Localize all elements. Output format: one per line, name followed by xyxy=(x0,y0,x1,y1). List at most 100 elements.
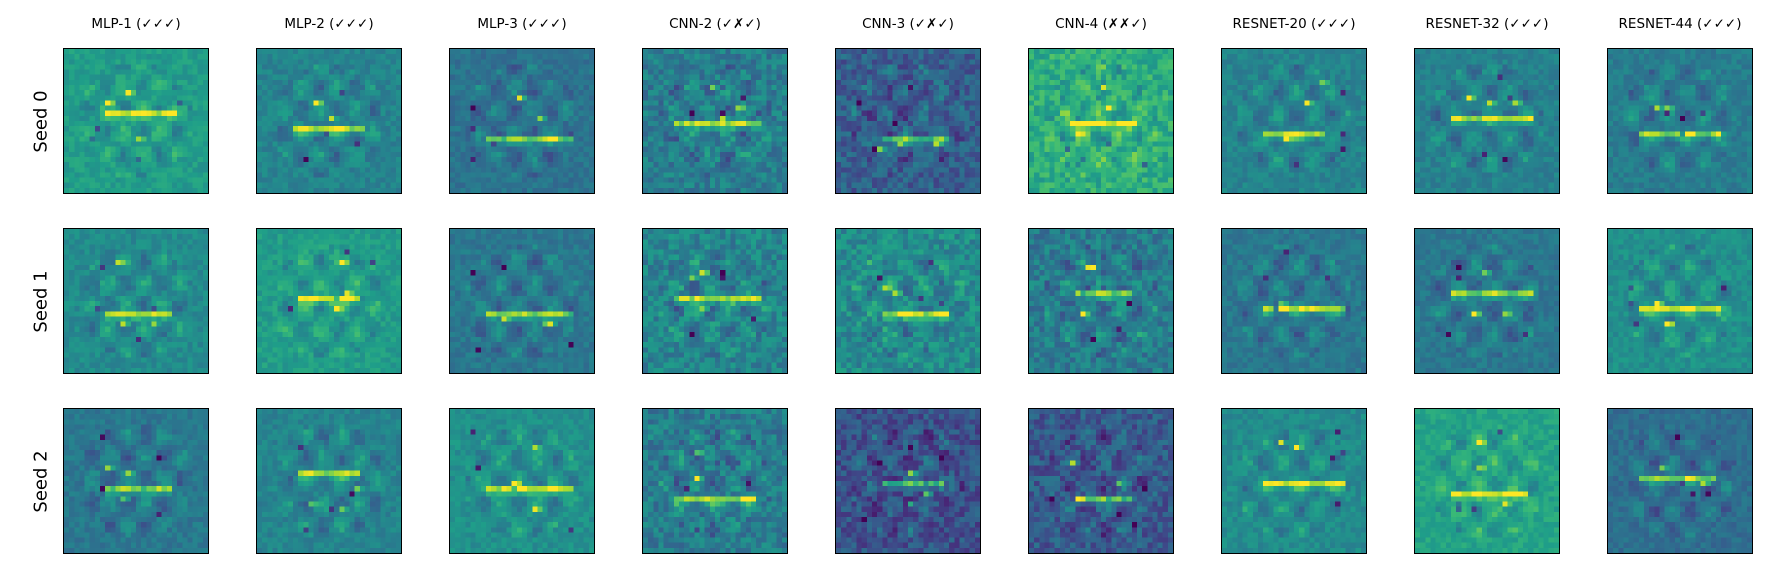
heatmap-cell xyxy=(262,157,268,163)
heatmap-cell xyxy=(771,162,777,168)
heatmap-cell xyxy=(542,131,548,137)
heatmap-cell xyxy=(928,187,934,193)
heatmap-cell xyxy=(866,121,873,127)
heatmap-cell xyxy=(318,64,324,70)
row-label-text: Seed 0 xyxy=(31,90,52,152)
heatmap-image xyxy=(257,49,401,193)
heatmap-cell xyxy=(100,141,106,147)
heatmap-cell xyxy=(537,54,543,60)
heatmap-cell xyxy=(558,126,564,132)
heatmap-cell xyxy=(527,49,533,55)
heatmap-cell xyxy=(359,64,366,70)
heatmap-cell xyxy=(1101,49,1107,55)
heatmap-cell xyxy=(202,136,208,142)
heatmap-cell xyxy=(694,115,700,122)
heatmap-cell xyxy=(547,105,553,111)
heatmap-cell xyxy=(542,69,548,75)
heatmap-cell xyxy=(1294,74,1300,80)
heatmap-cell xyxy=(197,157,203,163)
heatmap-cell xyxy=(537,90,543,96)
heatmap-cell xyxy=(730,54,736,60)
heatmap-cell xyxy=(390,64,396,70)
heatmap-cell xyxy=(1157,115,1163,122)
heatmap-cell xyxy=(146,105,152,111)
heatmap-cell xyxy=(1152,151,1158,158)
heatmap-panel xyxy=(642,48,788,194)
heatmap-cell xyxy=(527,121,533,127)
heatmap-cell xyxy=(354,157,360,163)
heatmap-cell xyxy=(1288,95,1295,101)
heatmap-cell xyxy=(506,59,512,65)
heatmap-cell xyxy=(537,167,543,173)
heatmap-cell xyxy=(969,69,975,75)
heatmap-cell xyxy=(94,49,101,55)
heatmap-cell xyxy=(156,49,162,55)
heatmap-cell xyxy=(673,182,680,188)
heatmap-cell xyxy=(303,95,309,101)
heatmap-cell xyxy=(1162,79,1168,86)
heatmap-cell xyxy=(1147,187,1153,193)
heatmap-cell xyxy=(643,172,649,178)
heatmap-cell xyxy=(872,100,878,106)
heatmap-cell xyxy=(882,151,888,158)
heatmap-cell xyxy=(262,54,268,60)
heatmap-cell xyxy=(1304,49,1310,55)
heatmap-cell xyxy=(856,146,862,152)
heatmap-cell xyxy=(318,85,324,91)
heatmap-cell xyxy=(720,85,726,91)
heatmap-cell xyxy=(877,79,883,86)
column-title: RESNET-44 (✓✓✓) xyxy=(1585,16,1775,32)
heatmap-cell xyxy=(522,146,528,152)
heatmap-cell xyxy=(385,157,391,163)
heatmap-cell xyxy=(298,151,304,158)
heatmap-cell xyxy=(450,167,456,173)
heatmap-cell xyxy=(390,172,396,178)
heatmap-cell xyxy=(1085,177,1091,183)
heatmap-cell xyxy=(1121,182,1127,188)
heatmap-cell xyxy=(130,54,137,60)
heatmap-cell xyxy=(679,182,685,188)
heatmap-cell xyxy=(552,90,559,96)
heatmap-cell xyxy=(663,131,669,137)
heatmap-cell xyxy=(897,85,903,91)
heatmap-cell xyxy=(897,167,903,173)
heatmap-cell xyxy=(380,162,386,168)
heatmap-cell xyxy=(516,136,523,142)
heatmap-cell xyxy=(679,151,685,158)
heatmap-cell xyxy=(949,105,955,111)
heatmap-cell xyxy=(491,141,497,147)
heatmap-cell xyxy=(781,151,787,158)
heatmap-cell xyxy=(69,95,75,101)
heatmap-cell xyxy=(390,162,396,168)
heatmap-cell xyxy=(1034,74,1040,80)
heatmap-cell xyxy=(267,74,273,80)
heatmap-cell xyxy=(1157,64,1163,70)
heatmap-cell xyxy=(318,54,324,60)
heatmap-cell xyxy=(293,177,299,183)
heatmap-cell xyxy=(913,100,919,106)
heatmap-cell xyxy=(511,157,517,163)
heatmap-cell xyxy=(1131,146,1138,152)
heatmap-cell xyxy=(187,115,193,122)
heatmap-cell xyxy=(1121,95,1127,101)
heatmap-cell xyxy=(308,126,314,132)
heatmap-cell xyxy=(1054,151,1060,158)
heatmap-cell xyxy=(496,131,502,137)
heatmap-cell xyxy=(339,131,345,137)
heatmap-cell xyxy=(761,95,767,101)
heatmap-cell xyxy=(136,95,142,101)
heatmap-cell xyxy=(653,146,659,152)
heatmap-cell xyxy=(298,64,304,70)
heatmap-cell xyxy=(262,69,268,75)
heatmap-cell xyxy=(1029,121,1035,127)
heatmap-cell xyxy=(1095,141,1102,147)
heatmap-cell xyxy=(648,79,654,86)
heatmap-cell xyxy=(841,110,847,116)
heatmap-cell xyxy=(887,121,893,127)
heatmap-cell xyxy=(578,90,584,96)
heatmap-cell xyxy=(776,177,782,183)
heatmap-cell xyxy=(648,167,654,173)
heatmap-cell xyxy=(944,151,950,158)
heatmap-cell xyxy=(303,187,309,193)
heatmap-cell xyxy=(547,95,553,101)
